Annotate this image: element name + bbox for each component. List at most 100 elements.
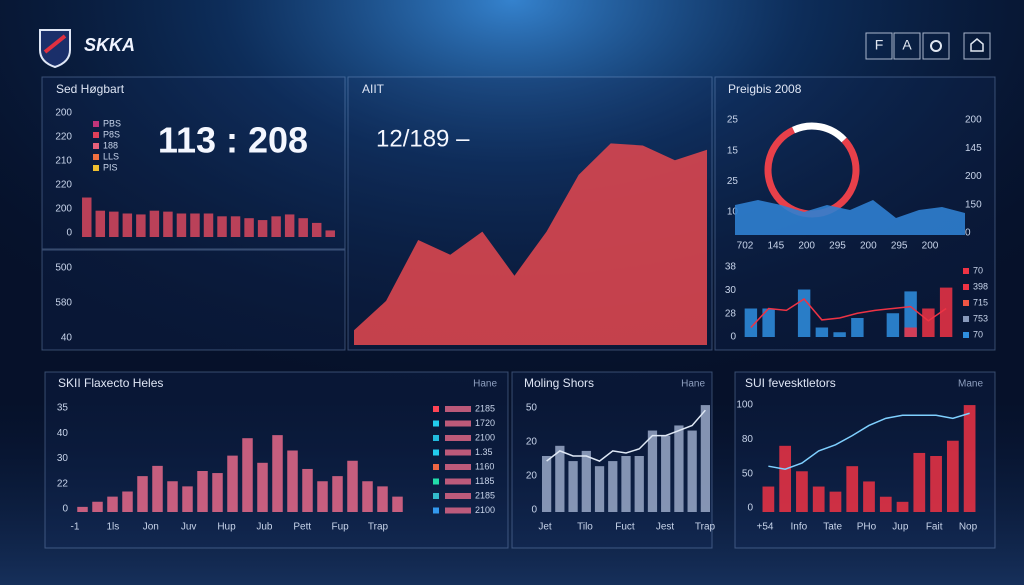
y2-tick-label: 145 — [965, 143, 982, 154]
bar — [257, 462, 268, 512]
bar — [107, 496, 118, 512]
legend-label: 1.35 — [475, 447, 493, 457]
bar — [833, 332, 846, 337]
legend-label: 1160 — [475, 461, 494, 471]
x-tick-label: Tate — [823, 522, 842, 533]
bar — [963, 405, 976, 512]
bar — [347, 460, 358, 512]
legend-label: P8S — [103, 129, 120, 139]
bar — [634, 456, 644, 512]
legend-bar — [445, 507, 471, 514]
bar — [325, 230, 335, 237]
area — [354, 143, 707, 345]
bar — [149, 210, 160, 237]
bar — [939, 287, 953, 337]
bar — [594, 466, 605, 512]
legend-label: 2185 — [475, 490, 495, 500]
button[interactable] — [893, 32, 921, 60]
x-tick-label: Fuct — [615, 522, 635, 533]
y-tick-label: 0 — [62, 504, 68, 515]
y-tick-label: 200 — [55, 204, 72, 215]
legend-bar — [445, 449, 471, 456]
brand: SKKA — [84, 35, 135, 55]
legend-label: 2100 — [475, 432, 495, 442]
y-tick-label: 80 — [742, 434, 754, 445]
y2-tick-label: 150 — [965, 199, 982, 210]
x-tick-label: Hup — [217, 522, 236, 533]
bar — [886, 313, 900, 337]
panel-tag: Hane — [473, 379, 497, 390]
y-tick-label: 15 — [727, 145, 739, 156]
legend-marker — [433, 435, 439, 441]
y-tick-label: 20 — [526, 471, 538, 482]
y-tick-label: 210 — [55, 156, 72, 167]
button-label[interactable]: F — [875, 37, 884, 53]
y-tick-label: 0 — [531, 505, 537, 516]
button[interactable] — [865, 32, 893, 60]
bar — [317, 481, 328, 512]
bar — [661, 435, 671, 512]
y-tick-label: 500 — [55, 263, 72, 274]
y-tick-label: 30 — [725, 285, 737, 296]
bar — [298, 218, 308, 237]
y2-tick-label: 0 — [965, 228, 971, 239]
panel-tag: Hane — [681, 379, 705, 390]
legend-marker — [93, 132, 99, 138]
y-tick-label: 35 — [57, 403, 69, 414]
legend-label: 2185 — [475, 403, 495, 413]
x-tick-label: 295 — [891, 241, 908, 252]
x-tick-label: 200 — [922, 241, 939, 252]
bar — [203, 213, 214, 237]
bar — [272, 435, 283, 512]
bar — [176, 213, 187, 237]
bar — [674, 425, 684, 512]
bar — [946, 440, 959, 512]
bar — [744, 308, 758, 337]
legend-marker — [93, 154, 99, 160]
y-tick-label: 10 — [727, 207, 739, 218]
bar — [332, 476, 343, 512]
area — [735, 200, 965, 235]
x-tick-label: Info — [790, 522, 807, 533]
legend-label: LLS — [103, 151, 119, 161]
panel-title: AIIT — [362, 82, 385, 96]
bar — [197, 471, 208, 512]
bar — [284, 214, 295, 237]
legend-label: 2100 — [475, 505, 495, 515]
x-tick-label: 1ls — [106, 522, 119, 533]
bar — [621, 456, 631, 512]
legend-marker — [433, 449, 439, 456]
x-tick-label: Tilo — [577, 522, 593, 533]
bar — [302, 468, 313, 512]
legend-label: 70 — [973, 265, 983, 275]
bar — [568, 461, 578, 512]
bar — [137, 476, 148, 512]
line — [768, 412, 970, 471]
x-tick-label: 200 — [860, 241, 877, 252]
legend-marker — [433, 493, 439, 499]
y-tick-label: 40 — [61, 333, 73, 344]
bar — [930, 456, 942, 512]
bar — [647, 430, 658, 512]
settings-button[interactable] — [922, 32, 950, 60]
bar — [797, 289, 811, 337]
x-tick-label: Trap — [695, 522, 716, 533]
bar — [863, 481, 875, 512]
legend-marker — [963, 284, 969, 290]
x-tick-label: -1 — [71, 522, 80, 533]
y-tick-label: 28 — [725, 308, 737, 319]
legend-label: PIS — [103, 162, 118, 172]
home-button[interactable] — [963, 32, 991, 60]
bar — [815, 327, 829, 337]
button-label[interactable]: A — [902, 37, 912, 53]
legend-marker — [963, 300, 969, 306]
panel-title: Moling Shors — [524, 376, 594, 390]
y2-tick-label: 200 — [965, 115, 982, 126]
y-tick-label: 50 — [526, 403, 538, 414]
donut-segment — [791, 122, 847, 143]
panel-title: SUI fevesktletors — [745, 376, 836, 390]
legend-marker — [433, 464, 439, 470]
bar — [152, 465, 163, 512]
legend-label: 398 — [973, 281, 988, 291]
